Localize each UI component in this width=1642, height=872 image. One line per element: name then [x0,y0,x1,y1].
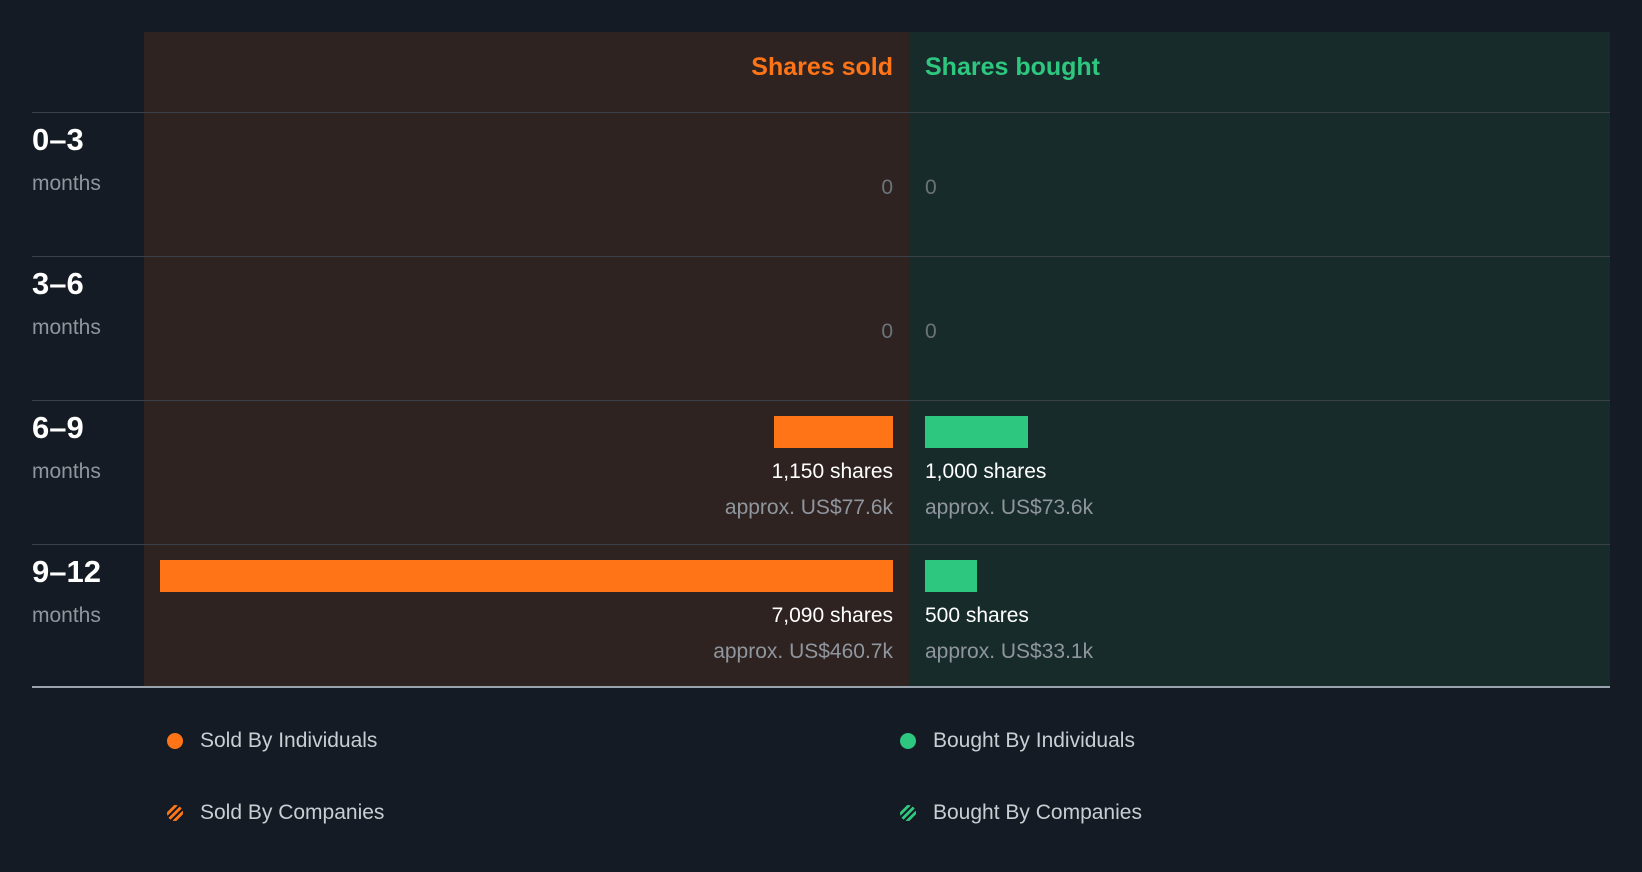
period-unit: months [32,316,101,339]
period-unit: months [32,604,101,627]
bought-value-label: approx. US$33.1k [925,640,1094,663]
sold-shares-label: 1,150 shares [771,460,893,483]
period-row: 6–9 months 1,150 shares approx. US$77.6k 1,0… [0,400,1642,544]
period-label: 9–12 [32,554,101,589]
bought-shares-label: 500 shares [925,604,1029,627]
sold-value-label: approx. US$460.7k [713,640,893,663]
legend-item: Sold By Individuals [167,729,377,753]
sold-zero-label: 0 [881,176,893,199]
header-shares-sold: Shares sold [751,53,893,81]
legend-item: Sold By Companies [167,801,384,825]
legend-label: Sold By Individuals [200,729,378,752]
legend-label: Bought By Companies [933,801,1142,824]
period-label: 6–9 [32,410,84,445]
legend-dot-icon [167,733,183,749]
legend-label: Sold By Companies [200,801,385,824]
header-shares-bought: Shares bought [925,53,1101,81]
sold-value-label: approx. US$77.6k [724,496,893,519]
legend-striped-icon [900,805,916,821]
bought-zero-label: 0 [925,320,937,343]
legend-dot-icon [900,733,916,749]
legend-striped-icon [167,805,183,821]
period-row: 0–3 months 0 0 [0,112,1642,256]
period-unit: months [32,460,101,483]
sold-bar [774,416,893,448]
legend-item: Bought By Companies [900,801,1142,825]
row-divider [32,256,1610,257]
row-divider [32,400,1610,401]
sold-shares-label: 7,090 shares [771,604,893,627]
period-row: 3–6 months 0 0 [0,256,1642,400]
bought-value-label: approx. US$73.6k [925,496,1094,519]
bought-panel [909,32,1610,686]
legend-item: Bought By Individuals [900,729,1135,753]
row-divider [32,112,1610,113]
period-label: 0–3 [32,122,84,157]
row-divider [32,544,1610,545]
period-row: 9–12 months 7,090 shares approx. US$460.7k 5… [0,544,1642,688]
bought-zero-label: 0 [925,176,937,199]
baseline [32,686,1610,688]
period-label: 3–6 [32,266,84,301]
bought-shares-label: 1,000 shares [925,460,1047,483]
sold-zero-label: 0 [881,320,893,343]
sold-bar [160,560,893,592]
legend-label: Bought By Individuals [933,729,1135,752]
period-unit: months [32,172,101,195]
bought-bar [925,560,977,592]
bought-bar [925,416,1028,448]
